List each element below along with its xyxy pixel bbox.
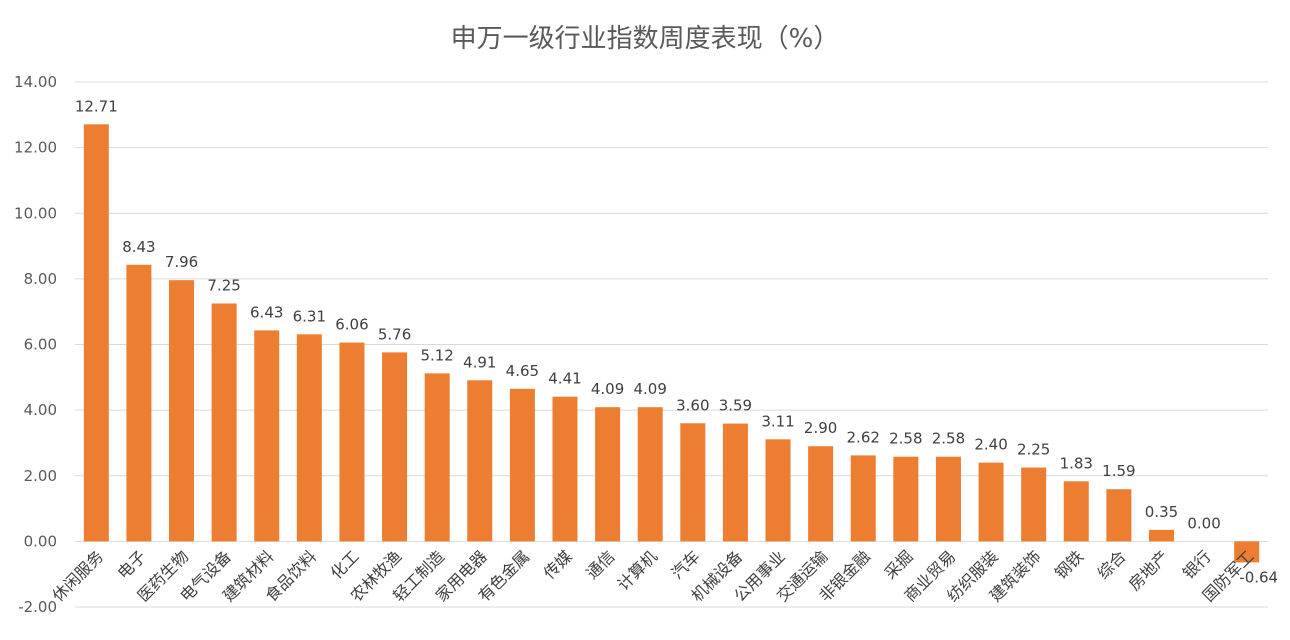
y-tick-label: -2.00	[18, 598, 57, 616]
data-label: 4.91	[463, 353, 496, 371]
x-tick-label: 化工	[327, 547, 363, 583]
x-tick-label: 传媒	[540, 547, 576, 583]
bar	[296, 334, 322, 542]
bar	[808, 446, 834, 542]
x-tick-label: 通信	[582, 547, 618, 583]
bar	[893, 456, 919, 542]
bar	[680, 423, 706, 542]
chart-title: 申万一级行业指数周度表现（%）	[450, 24, 840, 54]
data-label: 4.41	[548, 370, 581, 388]
x-tick-label: 综合	[1094, 547, 1130, 583]
y-tick-label: 2.00	[24, 467, 57, 485]
bar	[637, 407, 663, 542]
bar	[467, 380, 493, 542]
data-label: 0.00	[1187, 514, 1220, 532]
data-label: 0.35	[1145, 503, 1178, 521]
data-label: 3.11	[761, 412, 794, 430]
bar	[978, 462, 1004, 542]
data-label: 4.09	[633, 380, 666, 398]
x-tick-label: 计算机	[614, 547, 661, 594]
bar	[1148, 529, 1174, 542]
data-label: 5.76	[378, 325, 411, 343]
data-label: 3.60	[676, 396, 709, 414]
bar	[1021, 467, 1047, 542]
bar	[1063, 481, 1089, 542]
bar	[1234, 541, 1260, 563]
bar	[552, 396, 578, 542]
data-label: -0.64	[1239, 568, 1278, 586]
bar	[1106, 489, 1132, 542]
data-label: 4.65	[506, 362, 539, 380]
bar	[765, 439, 791, 542]
data-label: 1.83	[1060, 454, 1093, 472]
y-tick-label: 10.00	[14, 204, 57, 222]
bar	[211, 303, 237, 542]
data-label: 6.06	[335, 316, 368, 334]
x-tick-label: 钢铁	[1051, 547, 1087, 583]
bar	[595, 407, 621, 542]
data-label: 2.62	[847, 428, 880, 446]
data-label: 6.31	[293, 307, 326, 325]
data-label: 2.58	[932, 430, 965, 448]
data-label: 2.40	[974, 436, 1007, 454]
data-label: 7.25	[207, 276, 240, 294]
data-label: 2.25	[1017, 441, 1050, 459]
bar	[935, 456, 961, 542]
bar	[83, 124, 109, 542]
bar	[254, 330, 280, 542]
x-tick-label: 采掘	[881, 547, 917, 583]
bar	[722, 423, 748, 542]
bar	[169, 280, 195, 542]
y-tick-label: 8.00	[24, 270, 57, 288]
y-tick-label: 4.00	[24, 401, 57, 419]
y-tick-label: 6.00	[24, 336, 57, 354]
x-tick-label: 汽车	[668, 547, 704, 583]
x-tick-label: 电子	[114, 547, 150, 583]
y-tick-label: 14.00	[14, 73, 57, 91]
bar	[339, 342, 365, 542]
bar	[850, 455, 876, 542]
data-label: 8.43	[122, 238, 155, 256]
x-tick-label: 房地产	[1125, 547, 1172, 594]
bar	[509, 388, 535, 542]
data-label: 12.71	[75, 97, 118, 115]
bar	[424, 373, 450, 542]
x-tick-label: 银行	[1179, 547, 1215, 583]
y-tick-label: 0.00	[24, 532, 57, 550]
data-label: 2.58	[889, 430, 922, 448]
data-label: 2.90	[804, 419, 837, 437]
bar	[382, 352, 408, 542]
data-label: 6.43	[250, 303, 283, 321]
data-label: 4.09	[591, 380, 624, 398]
x-tick-label: 休闲服务	[48, 547, 107, 606]
data-label: 5.12	[420, 346, 453, 364]
data-label: 1.59	[1102, 462, 1135, 480]
data-label: 7.96	[165, 253, 198, 271]
data-label: 3.59	[719, 397, 752, 415]
y-tick-label: 12.00	[14, 139, 57, 157]
bar	[126, 264, 152, 542]
